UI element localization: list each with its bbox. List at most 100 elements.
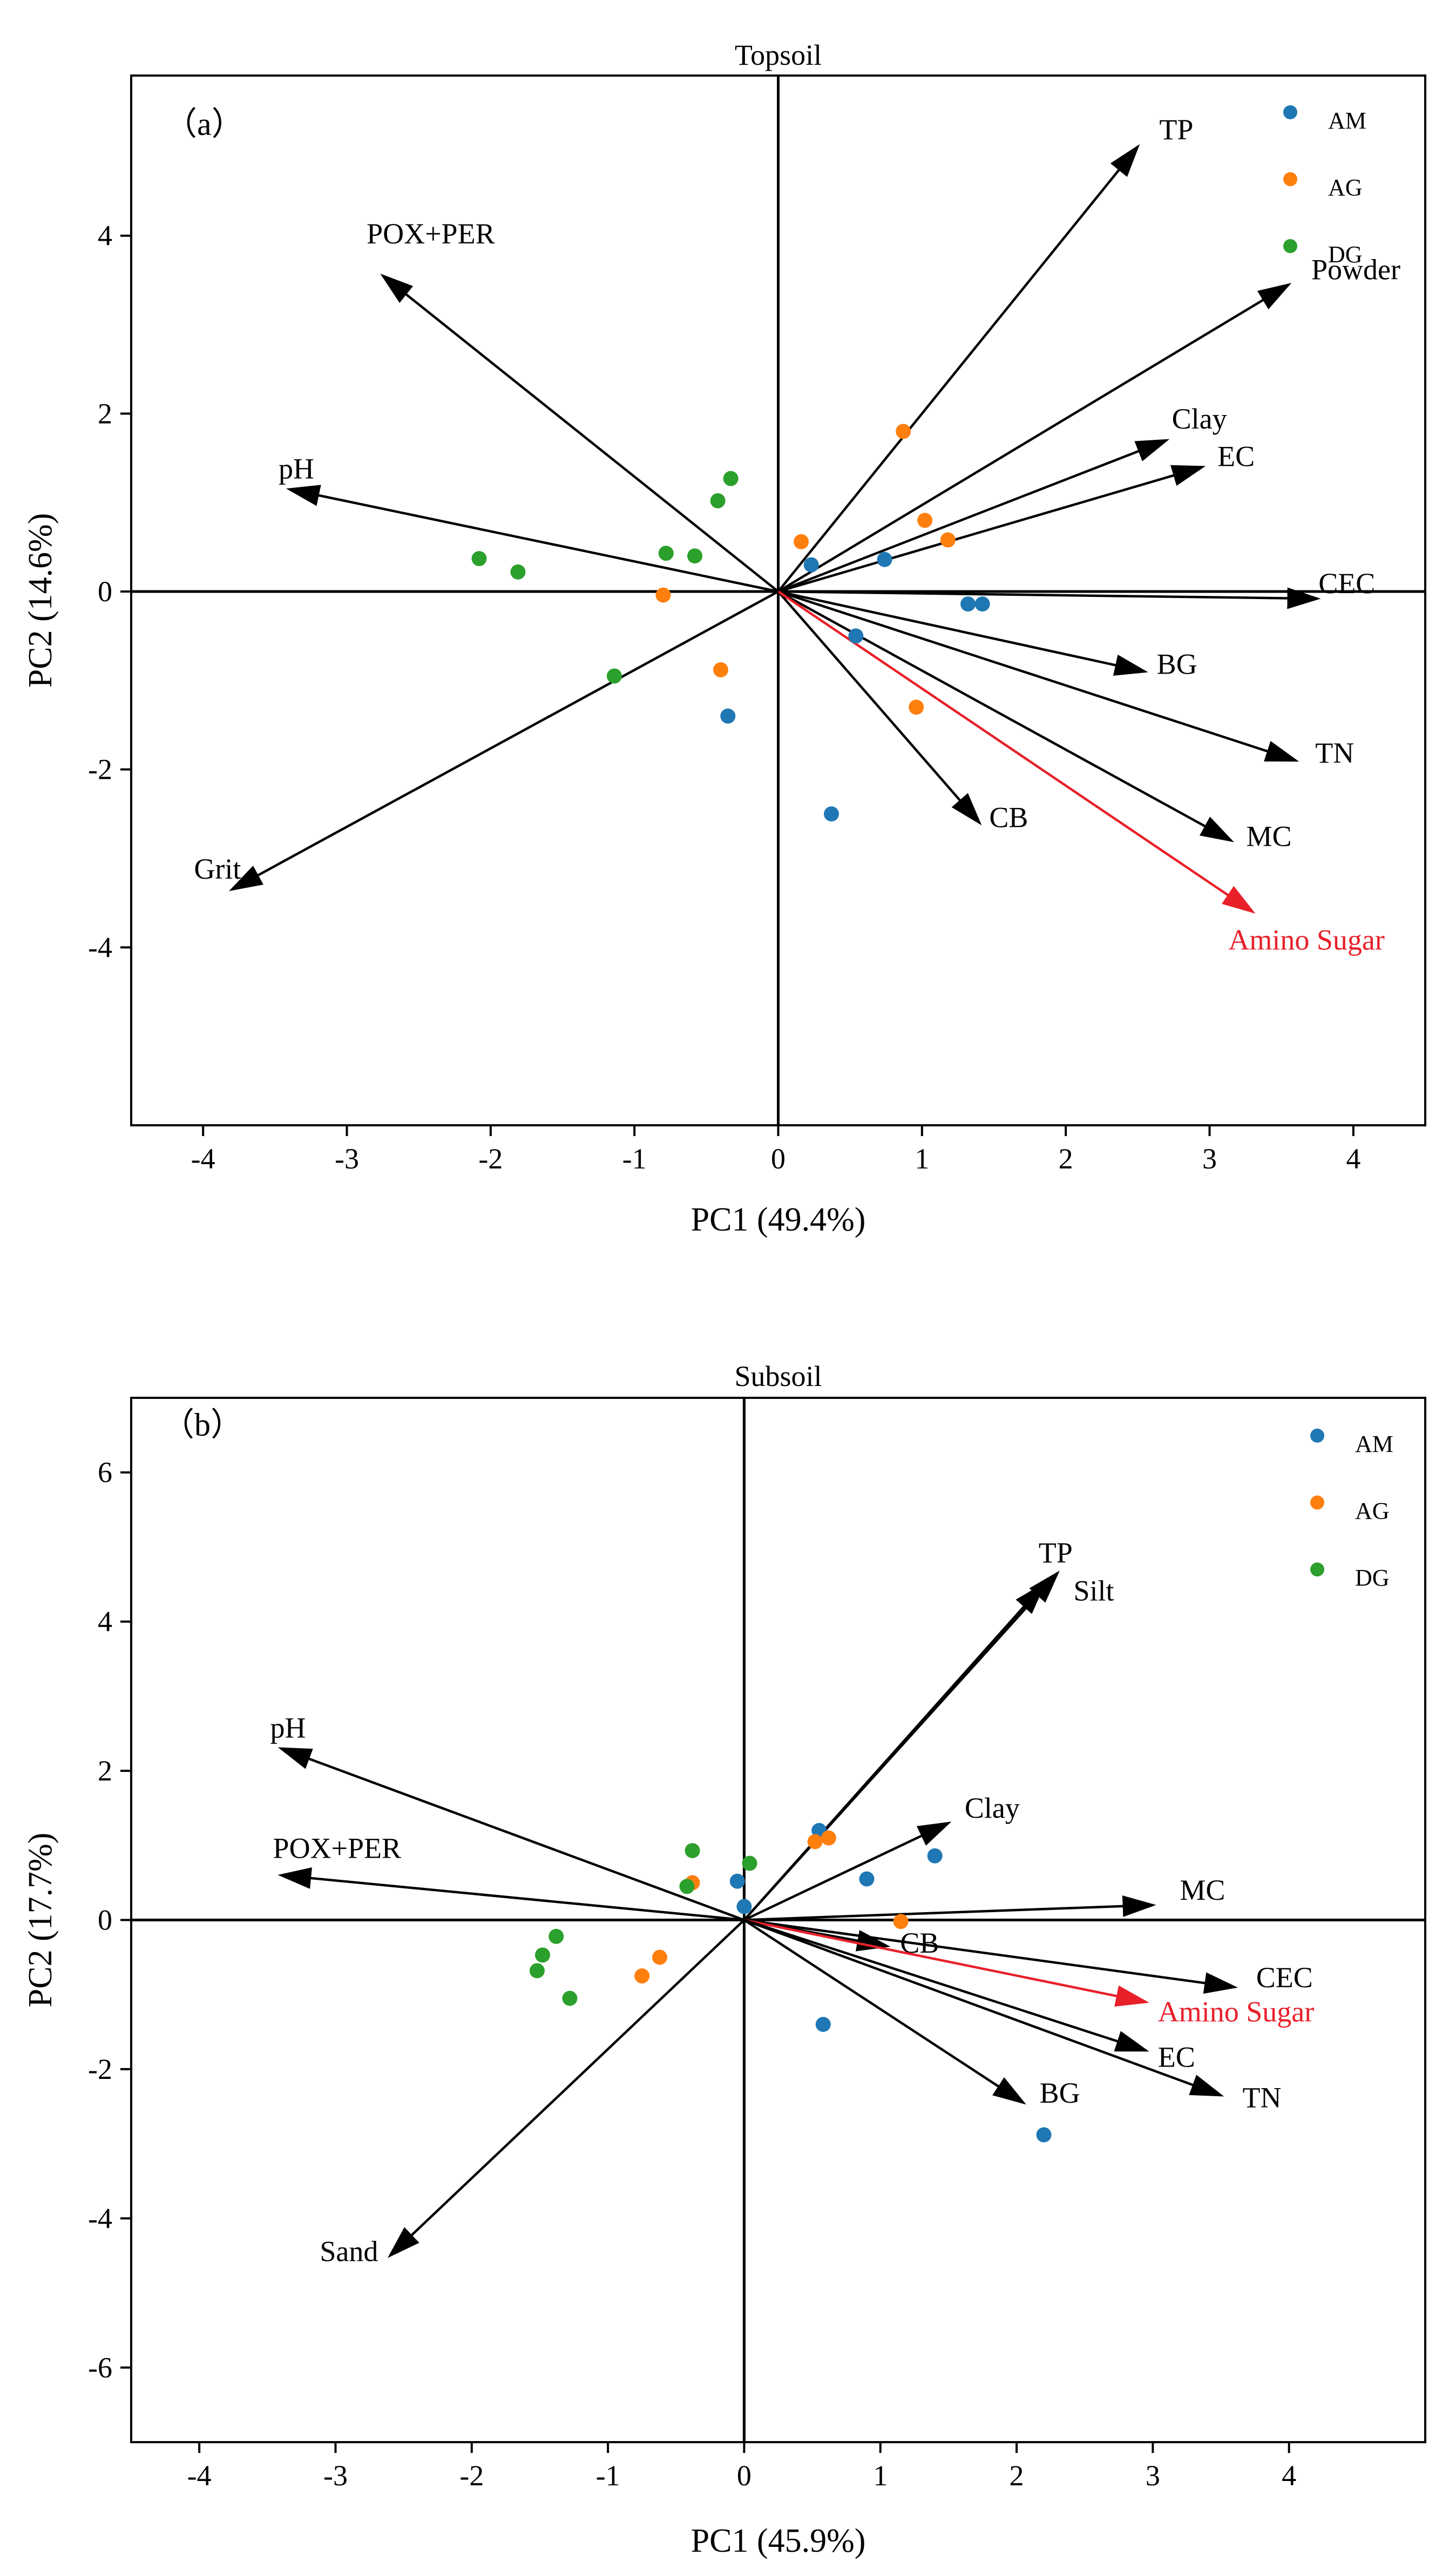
vector-label: CB <box>989 801 1028 834</box>
y-tick-label: 0 <box>98 1904 112 1936</box>
y-tick-label: 2 <box>98 1755 112 1787</box>
legend-label: AG <box>1355 1498 1390 1524</box>
data-point-ag <box>794 534 809 549</box>
loading-vector-amino-sugar <box>743 1919 1149 2007</box>
legend-label: AG <box>1328 174 1363 201</box>
vector-label: pH <box>270 1712 306 1744</box>
x-tick-label: -2 <box>478 1143 503 1175</box>
vector-label: Clay <box>965 1792 1020 1824</box>
data-point-dg <box>549 1928 564 1944</box>
panel-label: （b） <box>162 1407 243 1443</box>
series-dg <box>529 1843 757 2006</box>
loading-vector-clay <box>743 1821 952 1921</box>
vector-label: EC <box>1158 2041 1195 2073</box>
data-point-dg <box>606 668 622 684</box>
vector-label: MC <box>1180 1874 1225 1906</box>
loading-vector-bg <box>743 1919 1026 2105</box>
legend-label: AM <box>1328 107 1366 134</box>
vector-label: pH <box>279 452 314 485</box>
data-point-am <box>729 1873 745 1889</box>
data-point-dg <box>510 564 526 580</box>
legend-label: DG <box>1355 1565 1390 1591</box>
legend-marker-am <box>1310 1429 1324 1443</box>
panel-topsoil: -4 -3 -2 -1 0 1 2 3 4 -4 -2 0 2 4 Topsoil PC1 (49.4%) PC… <box>22 39 1426 1238</box>
vector-label: MC <box>1246 820 1291 853</box>
vector-label: BG <box>1157 648 1197 680</box>
series-am <box>720 552 990 822</box>
x-tick-label: 4 <box>1282 2459 1296 2492</box>
x-axis-label: PC1 (49.4%) <box>691 1201 866 1238</box>
data-point-am <box>803 557 819 573</box>
loading-vector-ec <box>777 465 1206 593</box>
legend-label: DG <box>1328 241 1363 268</box>
loading-vector-tn <box>743 1919 1224 2097</box>
loading-vector-tn <box>777 590 1299 762</box>
y-tick-label: -4 <box>88 931 112 963</box>
loading-vector-powder <box>777 283 1292 593</box>
y-tick-label: 4 <box>98 1606 112 1638</box>
data-point-dg <box>710 493 726 508</box>
data-point-dg <box>471 551 487 567</box>
series-am <box>729 1823 1052 2143</box>
x-tick-label: -1 <box>596 2459 620 2492</box>
loading-vector-tp <box>777 144 1140 593</box>
y-axis-label: PC2 (17.7%) <box>22 1833 59 2008</box>
data-point-ag <box>652 1949 667 1965</box>
loading-vector-clay <box>777 439 1170 593</box>
data-point-dg <box>658 546 674 561</box>
data-point-am <box>720 708 736 724</box>
loading-vector-grit <box>228 590 779 892</box>
loading-vector-sand <box>387 1919 745 2258</box>
x-tick-label: 2 <box>1059 1143 1073 1175</box>
loading-vector-ph <box>277 1747 745 1921</box>
vector-label: TN <box>1315 737 1354 769</box>
data-point-ag <box>807 1834 823 1850</box>
legend-label: AM <box>1355 1431 1393 1457</box>
y-tick-label: 6 <box>98 1456 112 1488</box>
data-point-ag <box>896 424 911 439</box>
vector-label: Amino Sugar <box>1158 1996 1315 2028</box>
vector-label: Amino Sugar <box>1228 923 1385 956</box>
legend-marker-ag <box>1310 1496 1324 1510</box>
data-point-dg <box>723 471 739 486</box>
series-dg <box>471 471 739 684</box>
loading-vector-ph <box>286 485 778 593</box>
vector-label: BG <box>1040 2077 1080 2109</box>
x-tick-label: -3 <box>335 1143 359 1175</box>
y-tick-label: 0 <box>98 575 112 608</box>
loading-vector-pox-per <box>380 273 779 593</box>
panel-label: （a） <box>165 106 244 142</box>
data-point-dg <box>562 1990 578 2006</box>
series-ag <box>655 424 956 715</box>
data-point-ag <box>893 1914 909 1929</box>
data-point-ag <box>634 1968 650 1984</box>
data-point-dg <box>534 1947 550 1963</box>
data-point-dg <box>685 1843 700 1858</box>
vector-label: Sand <box>320 2235 378 2267</box>
data-point-am <box>815 2017 831 2032</box>
x-tick-label: 0 <box>771 1143 786 1175</box>
vector-label: CEC <box>1256 1961 1313 1994</box>
data-point-ag <box>821 1830 836 1846</box>
y-tick-label: -6 <box>88 2351 112 2384</box>
data-point-am <box>859 1871 875 1887</box>
loading-vector-bg <box>778 590 1148 676</box>
chart-title: Subsoil <box>734 1360 822 1392</box>
loading-vector-mc <box>744 1895 1156 1921</box>
x-tick-label: 0 <box>737 2459 751 2492</box>
data-point-am <box>877 552 892 567</box>
y-tick-label: 2 <box>98 397 112 430</box>
x-axis-label: PC1 (45.9%) <box>691 2523 866 2559</box>
data-point-am <box>974 596 990 612</box>
loading-vector-pox-per <box>277 1867 744 1921</box>
x-tick-label: 3 <box>1202 1143 1217 1175</box>
x-tick-label: -4 <box>191 1143 215 1175</box>
loading-vector-silt <box>743 1581 1046 1921</box>
panel-subsoil: -4 -3 -2 -1 0 1 2 3 4 -6 -4 -2 0 2 4 6 Subsoil PC1 (45.9%… <box>22 1360 1426 2559</box>
data-point-ag <box>655 587 671 603</box>
x-tick-label: 4 <box>1346 1143 1360 1175</box>
data-point-dg <box>529 1963 545 1979</box>
x-tick-label: -2 <box>459 2459 484 2492</box>
series-ag <box>634 1830 909 1984</box>
